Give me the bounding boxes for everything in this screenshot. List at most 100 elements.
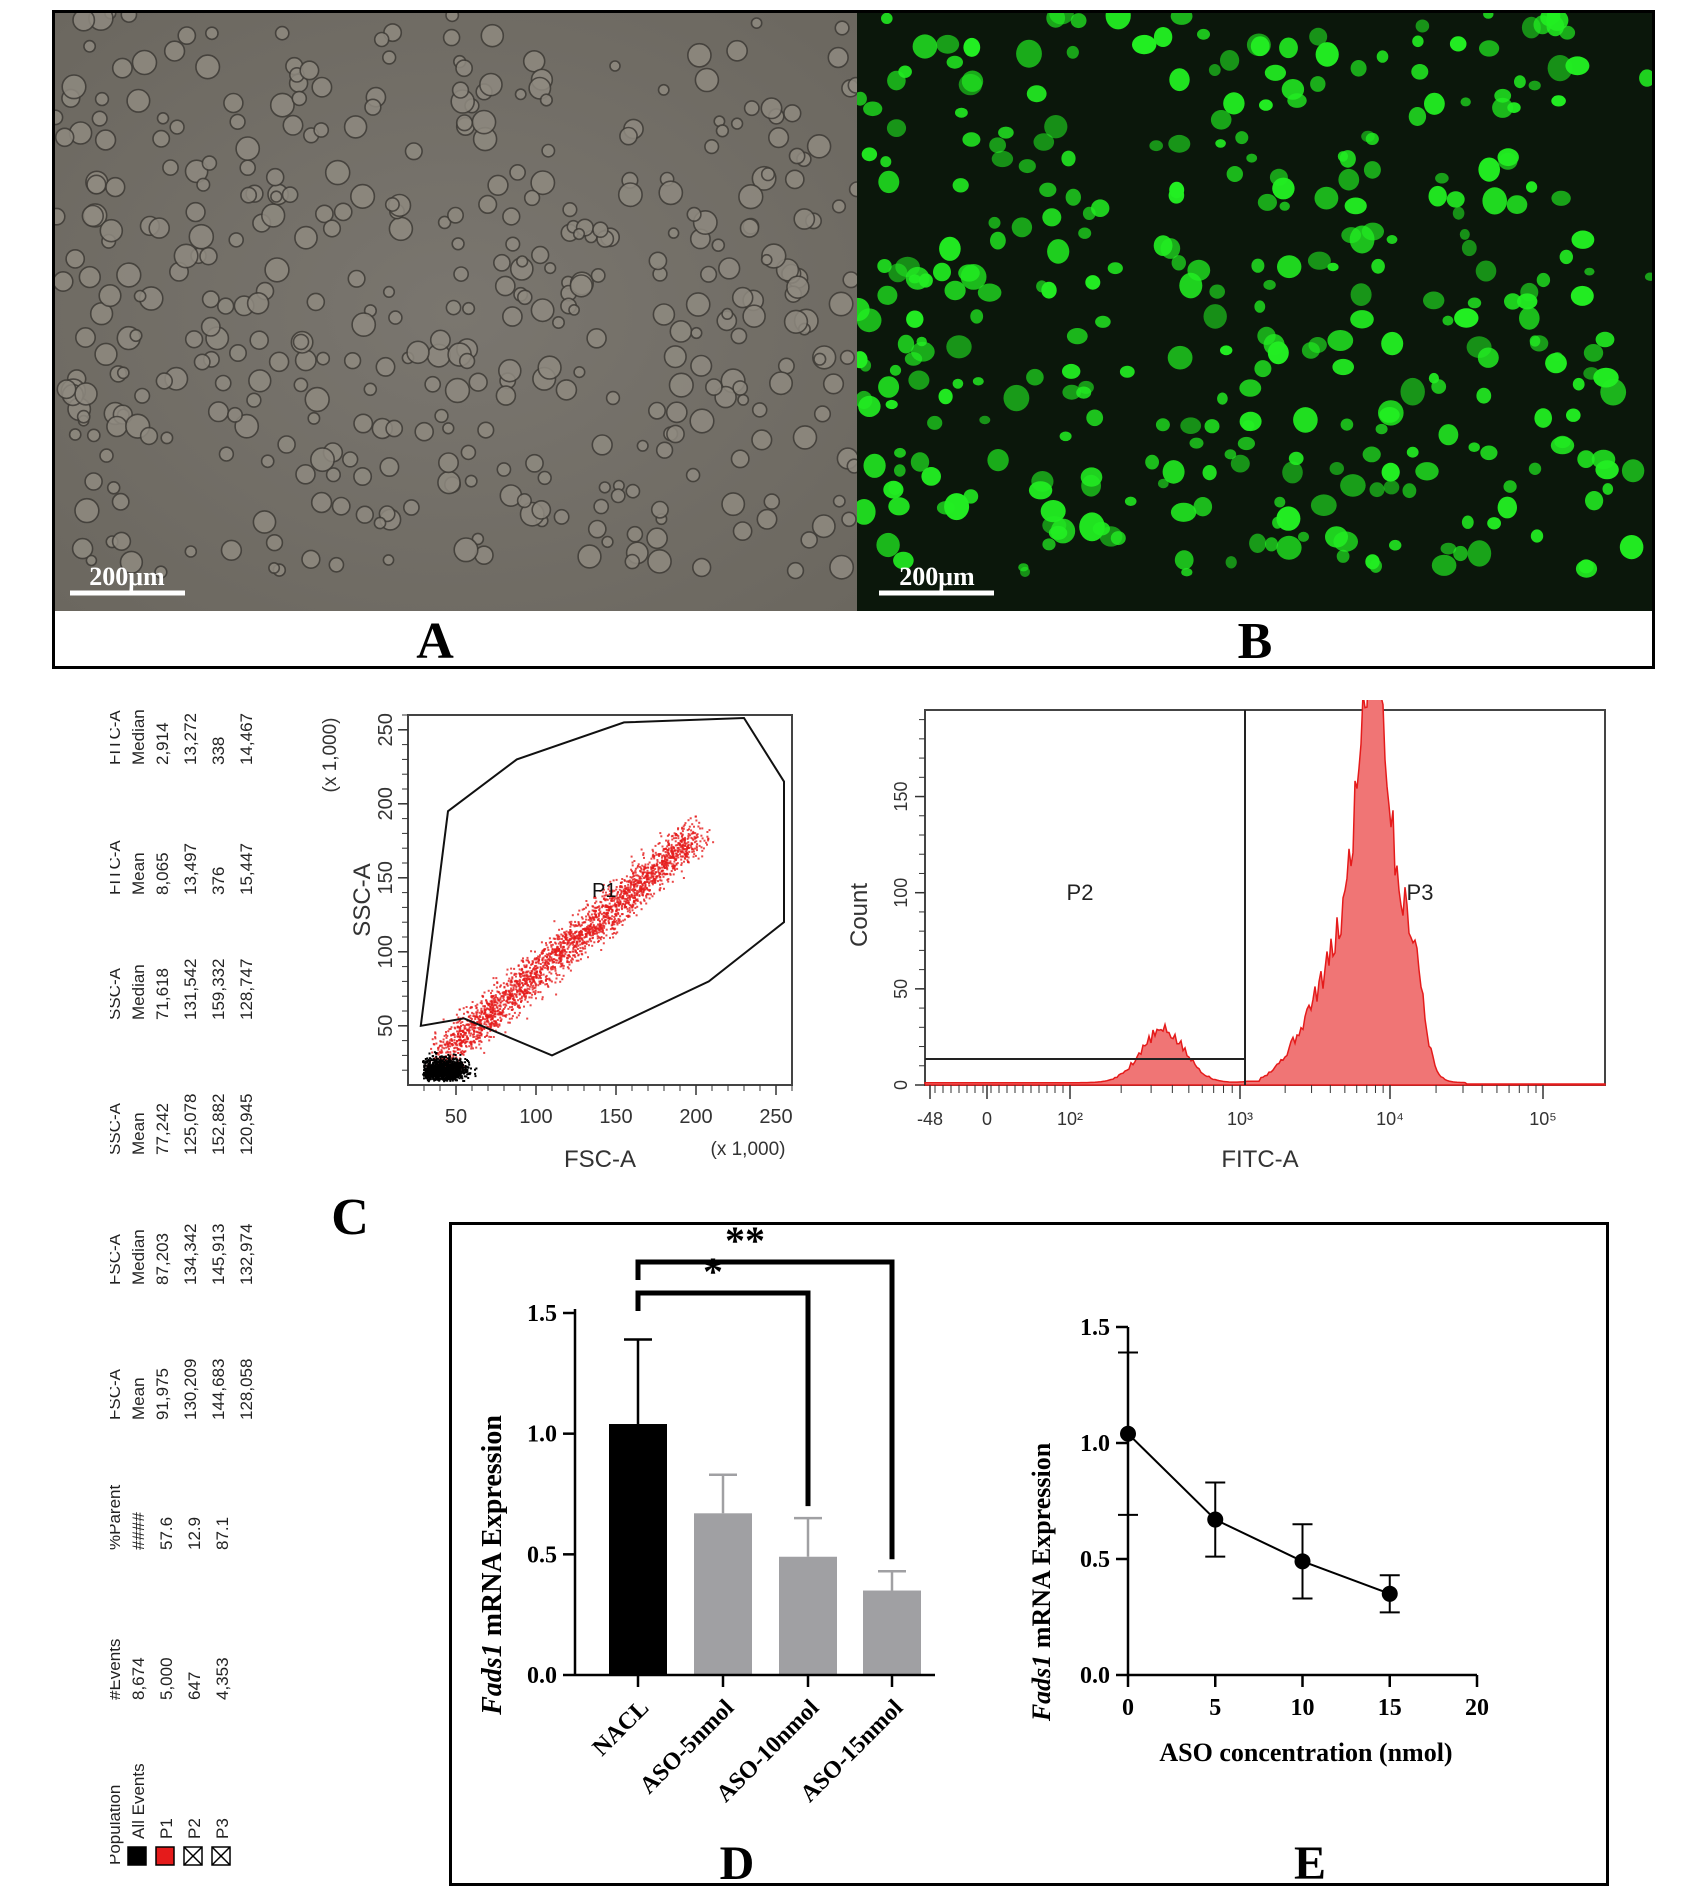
ungated-event [458, 1070, 461, 1072]
fluorescent-cell [1408, 107, 1427, 126]
bright-field-cell [666, 424, 685, 444]
gated-event [502, 1003, 505, 1006]
ungated-event [423, 1074, 425, 1077]
bright-field-cell [207, 401, 230, 423]
gated-event [609, 936, 611, 939]
ungated-event [432, 1061, 435, 1064]
gated-event [633, 912, 635, 914]
gated-event [539, 971, 542, 974]
gated-event [456, 1026, 459, 1029]
gated-event [634, 894, 637, 897]
gated-event [571, 914, 574, 917]
ungated-event [456, 1060, 459, 1063]
gated-event [497, 1012, 500, 1015]
gated-event [644, 886, 647, 889]
gated-event [572, 924, 575, 927]
gated-event [581, 908, 584, 911]
fluorescent-cell [1066, 45, 1079, 59]
gated-event [619, 893, 622, 896]
bright-field-cell [105, 176, 126, 198]
ungated-event [435, 1078, 438, 1081]
bright-field-cell [721, 307, 734, 321]
bright-field-cell [480, 23, 505, 48]
gated-event [667, 856, 670, 859]
gated-event [523, 1005, 525, 1008]
scatter-y-tick-label: 200 [375, 787, 397, 820]
gated-event [532, 977, 535, 980]
fluorescent-cell [1215, 139, 1226, 148]
fluorescent-cell [1048, 525, 1068, 540]
gated-event [492, 977, 495, 980]
stats-header: FSC-A [110, 1368, 124, 1420]
ungated-event [461, 1066, 463, 1068]
gated-event [561, 947, 564, 950]
gated-event [579, 947, 582, 950]
gated-event [591, 916, 594, 919]
bright-field-cell [842, 271, 857, 289]
gated-event [667, 853, 670, 856]
gated-event [620, 906, 623, 909]
gated-event [526, 979, 528, 982]
gated-event [651, 882, 654, 884]
gated-event [450, 1043, 453, 1046]
gated-event [644, 871, 647, 874]
fluorescent-cell [908, 274, 921, 284]
bright-field-cell [453, 266, 469, 282]
gated-event [701, 837, 704, 840]
gated-event [457, 1021, 459, 1024]
gated-event [662, 859, 665, 862]
fluorescence-micrograph: 200μm [857, 13, 1652, 611]
bright-field-cell [116, 262, 142, 288]
ungated-event [468, 1073, 471, 1076]
gated-event [535, 997, 537, 1000]
gated-event [622, 888, 625, 891]
fluorescent-cell [963, 489, 979, 504]
p3-gate-label: P3 [1407, 880, 1434, 905]
gated-event [647, 866, 650, 869]
bright-field-cell [786, 275, 810, 300]
gated-event [545, 974, 548, 977]
ungated-event [442, 1069, 445, 1072]
ungated-event [445, 1078, 448, 1081]
fluorescent-cell [1340, 474, 1366, 497]
gated-event [602, 942, 605, 945]
gated-event [615, 908, 618, 911]
gated-event [529, 974, 532, 977]
bright-field-cell [551, 315, 565, 329]
bright-field-cell [301, 549, 321, 569]
gated-event [670, 843, 673, 846]
gated-event [511, 995, 514, 998]
gated-event [597, 919, 599, 921]
gated-event [470, 1045, 473, 1048]
gated-event [606, 911, 609, 914]
gated-event [472, 1040, 474, 1043]
gated-event [592, 930, 595, 933]
histogram-y-tick-label: 50 [891, 979, 911, 999]
gated-event [679, 840, 682, 842]
gated-event [674, 844, 677, 847]
bright-field-cell [434, 408, 449, 424]
gated-event [595, 931, 598, 934]
gated-event [652, 875, 655, 878]
gated-event [509, 981, 512, 984]
fluorescent-cell [963, 37, 981, 57]
fluorescent-cell [1149, 140, 1163, 152]
fluorescent-cell [878, 170, 900, 194]
gated-event [638, 877, 641, 880]
fluorescent-cell [1257, 193, 1277, 211]
bright-field-cell [61, 74, 87, 100]
ungated-event [455, 1071, 458, 1074]
bright-field-cell [592, 221, 609, 238]
gated-event [687, 835, 690, 837]
stats-cell: 12.9 [185, 1517, 204, 1550]
gated-event [612, 899, 615, 902]
bright-field-cell [793, 208, 816, 230]
gated-event [488, 1008, 491, 1011]
gated-event [520, 959, 523, 962]
gated-event [526, 1017, 529, 1020]
gated-event [642, 865, 645, 868]
ungated-event [454, 1065, 457, 1068]
gated-event [475, 1011, 478, 1014]
gated-event [638, 865, 641, 868]
gated-event [573, 941, 576, 944]
